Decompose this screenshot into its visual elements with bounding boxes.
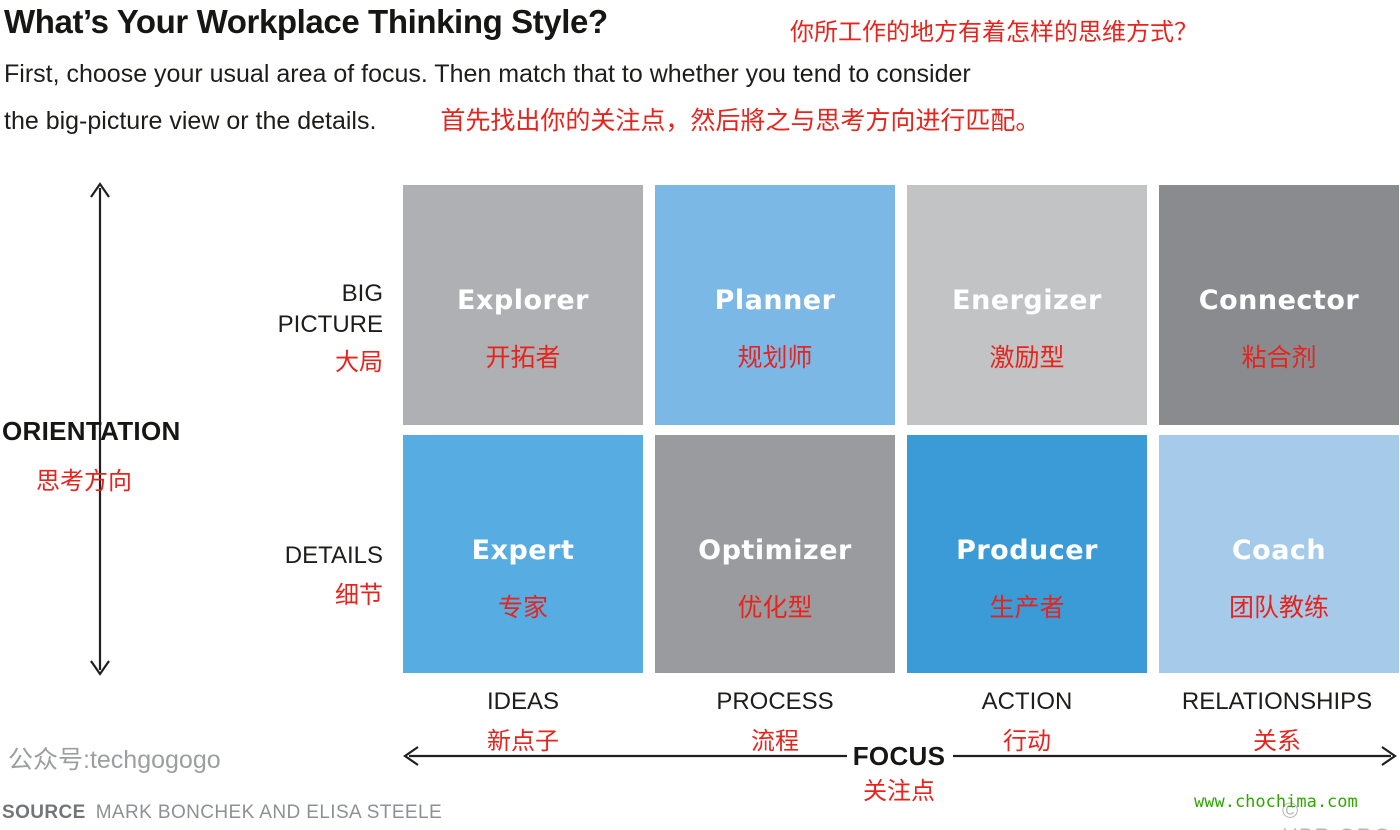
category-translation: 新点子 xyxy=(487,728,559,755)
wechat-watermark: 公众号:techgogogo xyxy=(8,746,221,774)
cell-name: Planner xyxy=(714,285,836,316)
cell-name-translation: 激励型 xyxy=(989,344,1065,372)
y-axis-label-details: DETAILS 细节 xyxy=(183,540,383,611)
focus-axis-arrow-left-icon xyxy=(403,746,847,766)
category-label: ACTION xyxy=(981,688,1073,715)
matrix-cell-producer: Producer 生产者 xyxy=(907,435,1147,673)
y-axis-title: ORIENTATION xyxy=(2,416,181,446)
matrix-cell-energizer: Energizer 激励型 xyxy=(907,185,1147,425)
y-axis-title-translation: 思考方向 xyxy=(36,468,132,495)
cell-name: Producer xyxy=(956,535,1098,566)
matrix-cell-planner: Planner 规划师 xyxy=(655,185,895,425)
category-translation: 关系 xyxy=(1253,728,1301,755)
matrix-cell-coach: Coach 团队教练 xyxy=(1159,435,1399,673)
big-picture-line1: BIG xyxy=(341,280,383,307)
subtitle-line-2: the big-picture view or the details. 首先找出… xyxy=(4,101,1040,137)
source-label: SOURCE xyxy=(2,802,86,823)
cell-name-translation: 规划师 xyxy=(737,344,813,372)
y-axis-label-big-picture: BIG PICTURE 大局 xyxy=(183,278,383,378)
matrix-cell-optimizer: Optimizer 优化型 xyxy=(655,435,895,673)
matrix-cell-expert: Expert 专家 xyxy=(403,435,643,673)
cell-name: Explorer xyxy=(457,285,589,316)
x-axis-title-translation: 关注点 xyxy=(863,778,935,805)
subtitle-translation: 首先找出你的关注点，然后將之与思考方向进行匹配。 xyxy=(440,107,1041,135)
matrix-cell-explorer: Explorer 开拓者 xyxy=(403,185,643,425)
category-translation: 流程 xyxy=(751,728,799,755)
cell-name-translation: 粘合剂 xyxy=(1241,344,1317,372)
cell-name: Energizer xyxy=(952,285,1102,316)
cell-name-translation: 开拓者 xyxy=(485,344,561,372)
details-translation: 细节 xyxy=(335,582,383,609)
subtitle-line-1: First, choose your usual area of focus. … xyxy=(4,60,971,88)
x-axis-title: FOCUS xyxy=(852,741,946,771)
cell-name-translation: 团队教练 xyxy=(1228,594,1329,622)
page-title-translation: 你所工作的地方有着怎样的思维方式？ xyxy=(790,19,1198,46)
orientation-axis-arrow-icon xyxy=(90,182,110,676)
category-translation: 行动 xyxy=(1003,728,1051,755)
details-label: DETAILS xyxy=(284,542,383,569)
source-credit: SOURCE MARK BONCHEK AND ELISA STEELE xyxy=(2,802,442,824)
big-picture-line2: PICTURE xyxy=(277,311,383,338)
page-title: What’s Your Workplace Thinking Style? xyxy=(4,3,608,40)
hbr-credit: © HBR.ORG xyxy=(1282,798,1391,830)
category-label: RELATIONSHIPS xyxy=(1181,688,1373,715)
cell-name: Connector xyxy=(1198,285,1360,316)
x-axis-label-process: PROCESS 流程 xyxy=(645,688,905,756)
source-text: MARK BONCHEK AND ELISA STEELE xyxy=(95,802,443,823)
cell-name: Expert xyxy=(471,535,575,566)
big-picture-translation: 大局 xyxy=(335,349,383,376)
focus-axis-arrow-right-icon xyxy=(953,746,1397,766)
cell-name-translation: 生产者 xyxy=(989,594,1065,622)
cell-name: Optimizer xyxy=(698,535,852,566)
cell-name-translation: 专家 xyxy=(497,594,548,622)
cell-name: Coach xyxy=(1231,535,1327,566)
x-axis-label-relationships: RELATIONSHIPS 关系 xyxy=(1147,688,1400,756)
category-label: IDEAS xyxy=(486,688,560,715)
category-label: PROCESS xyxy=(716,688,834,715)
subtitle-line-2-text: the big-picture view or the details. xyxy=(4,107,377,135)
cell-name-translation: 优化型 xyxy=(737,594,813,622)
matrix-cell-connector: Connector 粘合剂 xyxy=(1159,185,1399,425)
x-axis-label-action: ACTION 行动 xyxy=(897,688,1157,756)
x-axis-label-ideas: IDEAS 新点子 xyxy=(393,688,653,756)
site-watermark: www.chochima.com xyxy=(1194,792,1358,812)
